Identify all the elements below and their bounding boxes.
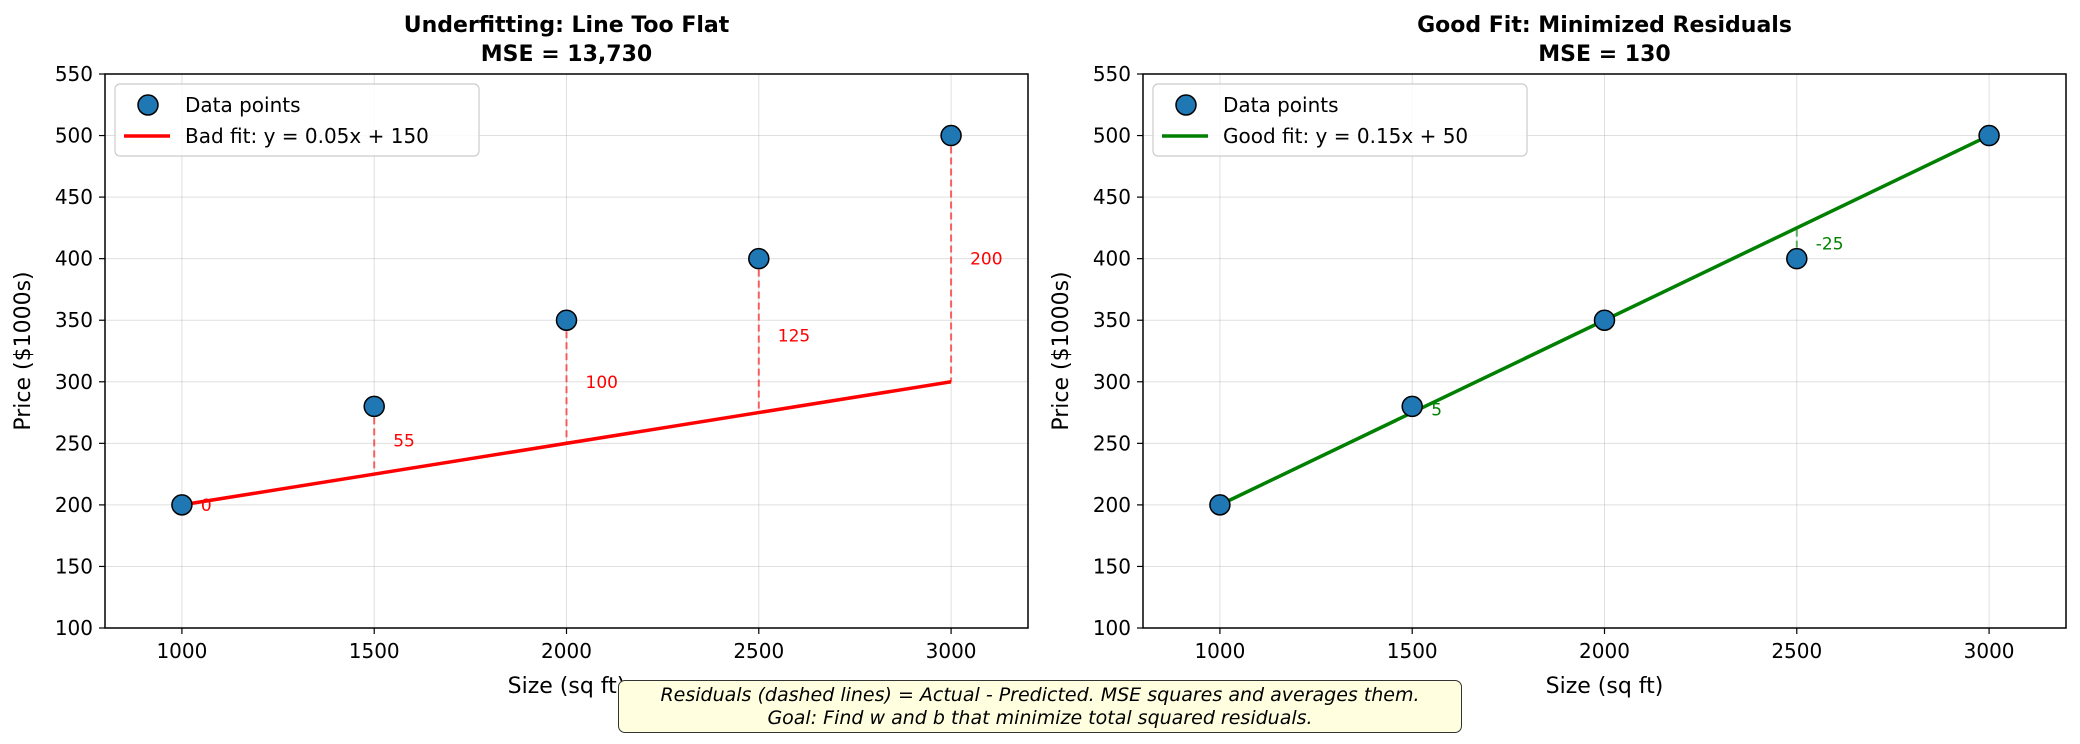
residual-label: 0: [201, 496, 212, 516]
y-tick-label: 200: [55, 493, 93, 517]
y-tick-label: 350: [55, 308, 93, 332]
note-line-1: Residuals (dashed lines) = Actual - Pred…: [660, 683, 1420, 706]
chart-title: Good Fit: Minimized Residuals: [1417, 13, 1792, 38]
y-tick-label: 200: [1093, 493, 1131, 517]
legend-points-label: Data points: [185, 93, 301, 117]
y-tick-label: 250: [1093, 431, 1131, 455]
x-tick-label: 1000: [156, 639, 207, 663]
data-point: [1593, 309, 1616, 331]
x-tick-label: 3000: [1964, 639, 2015, 663]
residual-label: 125: [778, 327, 810, 347]
residual-label: 200: [970, 250, 1002, 270]
y-tick-label: 550: [1093, 62, 1131, 86]
y-tick-label: 150: [1093, 554, 1131, 578]
residual-label: 55: [393, 431, 415, 451]
x-axis-label: Size (sq ft): [1546, 674, 1664, 699]
x-tick-label: 3000: [926, 639, 977, 663]
y-tick-label: 400: [1093, 247, 1131, 271]
residual-label: -25: [1816, 234, 1844, 254]
y-tick-label: 400: [55, 247, 93, 271]
y-tick-label: 500: [1093, 124, 1131, 148]
data-point: [1401, 395, 1423, 418]
underfitting-chart: Underfitting: Line Too Flat MSE = 13,730 1…: [11, 13, 1029, 699]
y-axis-label: Price ($1000s): [11, 271, 36, 430]
legend-fit-label: Bad fit: y = 0.05x + 150: [185, 124, 429, 148]
axes-frame: [1142, 73, 2067, 629]
y-tick-label: 450: [1093, 185, 1131, 209]
chart-title: Underfitting: Line Too Flat: [404, 13, 730, 38]
residuals-note: Residuals (dashed lines) = Actual - Pred…: [618, 680, 1462, 733]
x-tick-label: 1500: [349, 639, 400, 663]
x-tick-label: 2500: [1771, 639, 1822, 663]
data-point: [940, 124, 962, 147]
data-point: [1209, 494, 1231, 516]
y-tick-label: 500: [55, 124, 93, 148]
legend-box: [1152, 83, 1528, 157]
x-tick-label: 2500: [733, 639, 784, 663]
y-tick-label: 300: [55, 370, 93, 394]
good-fit-chart: Good Fit: Minimized Residuals MSE = 130 10…: [1049, 13, 2067, 699]
legend-point-marker: [1175, 94, 1197, 116]
chart-subtitle: MSE = 130: [1538, 42, 1670, 67]
legend-box: [114, 83, 480, 157]
y-tick-label: 300: [1093, 370, 1131, 394]
legend-point-marker: [137, 94, 159, 116]
note-line-2: Goal: Find w and b that minimize total s…: [767, 706, 1313, 729]
data-point: [555, 309, 578, 331]
x-tick-label: 2000: [1579, 639, 1630, 663]
data-point: [1786, 247, 1808, 270]
chart-subtitle: MSE = 13,730: [481, 42, 652, 67]
y-tick-label: 250: [55, 431, 93, 455]
y-tick-label: 150: [55, 554, 93, 578]
data-point: [1978, 124, 2000, 147]
data-point: [171, 494, 193, 516]
residual-label: 100: [586, 373, 618, 393]
y-tick-label: 450: [55, 185, 93, 209]
legend-points-label: Data points: [1223, 93, 1339, 117]
fit-line: [181, 380, 952, 507]
axes-frame: [104, 73, 1029, 629]
y-tick-label: 100: [55, 616, 93, 640]
x-tick-label: 1000: [1194, 639, 1245, 663]
y-tick-label: 350: [1093, 308, 1131, 332]
y-tick-label: 100: [1093, 616, 1131, 640]
data-point: [363, 395, 385, 418]
y-axis-label: Price ($1000s): [1049, 271, 1074, 430]
legend-fit-label: Good fit: y = 0.15x + 50: [1223, 124, 1468, 148]
residual-label: 5: [1431, 400, 1442, 420]
x-tick-label: 2000: [541, 639, 592, 663]
x-axis-label: Size (sq ft): [508, 674, 626, 699]
data-point: [748, 247, 770, 270]
y-tick-label: 550: [55, 62, 93, 86]
x-tick-label: 1500: [1387, 639, 1438, 663]
